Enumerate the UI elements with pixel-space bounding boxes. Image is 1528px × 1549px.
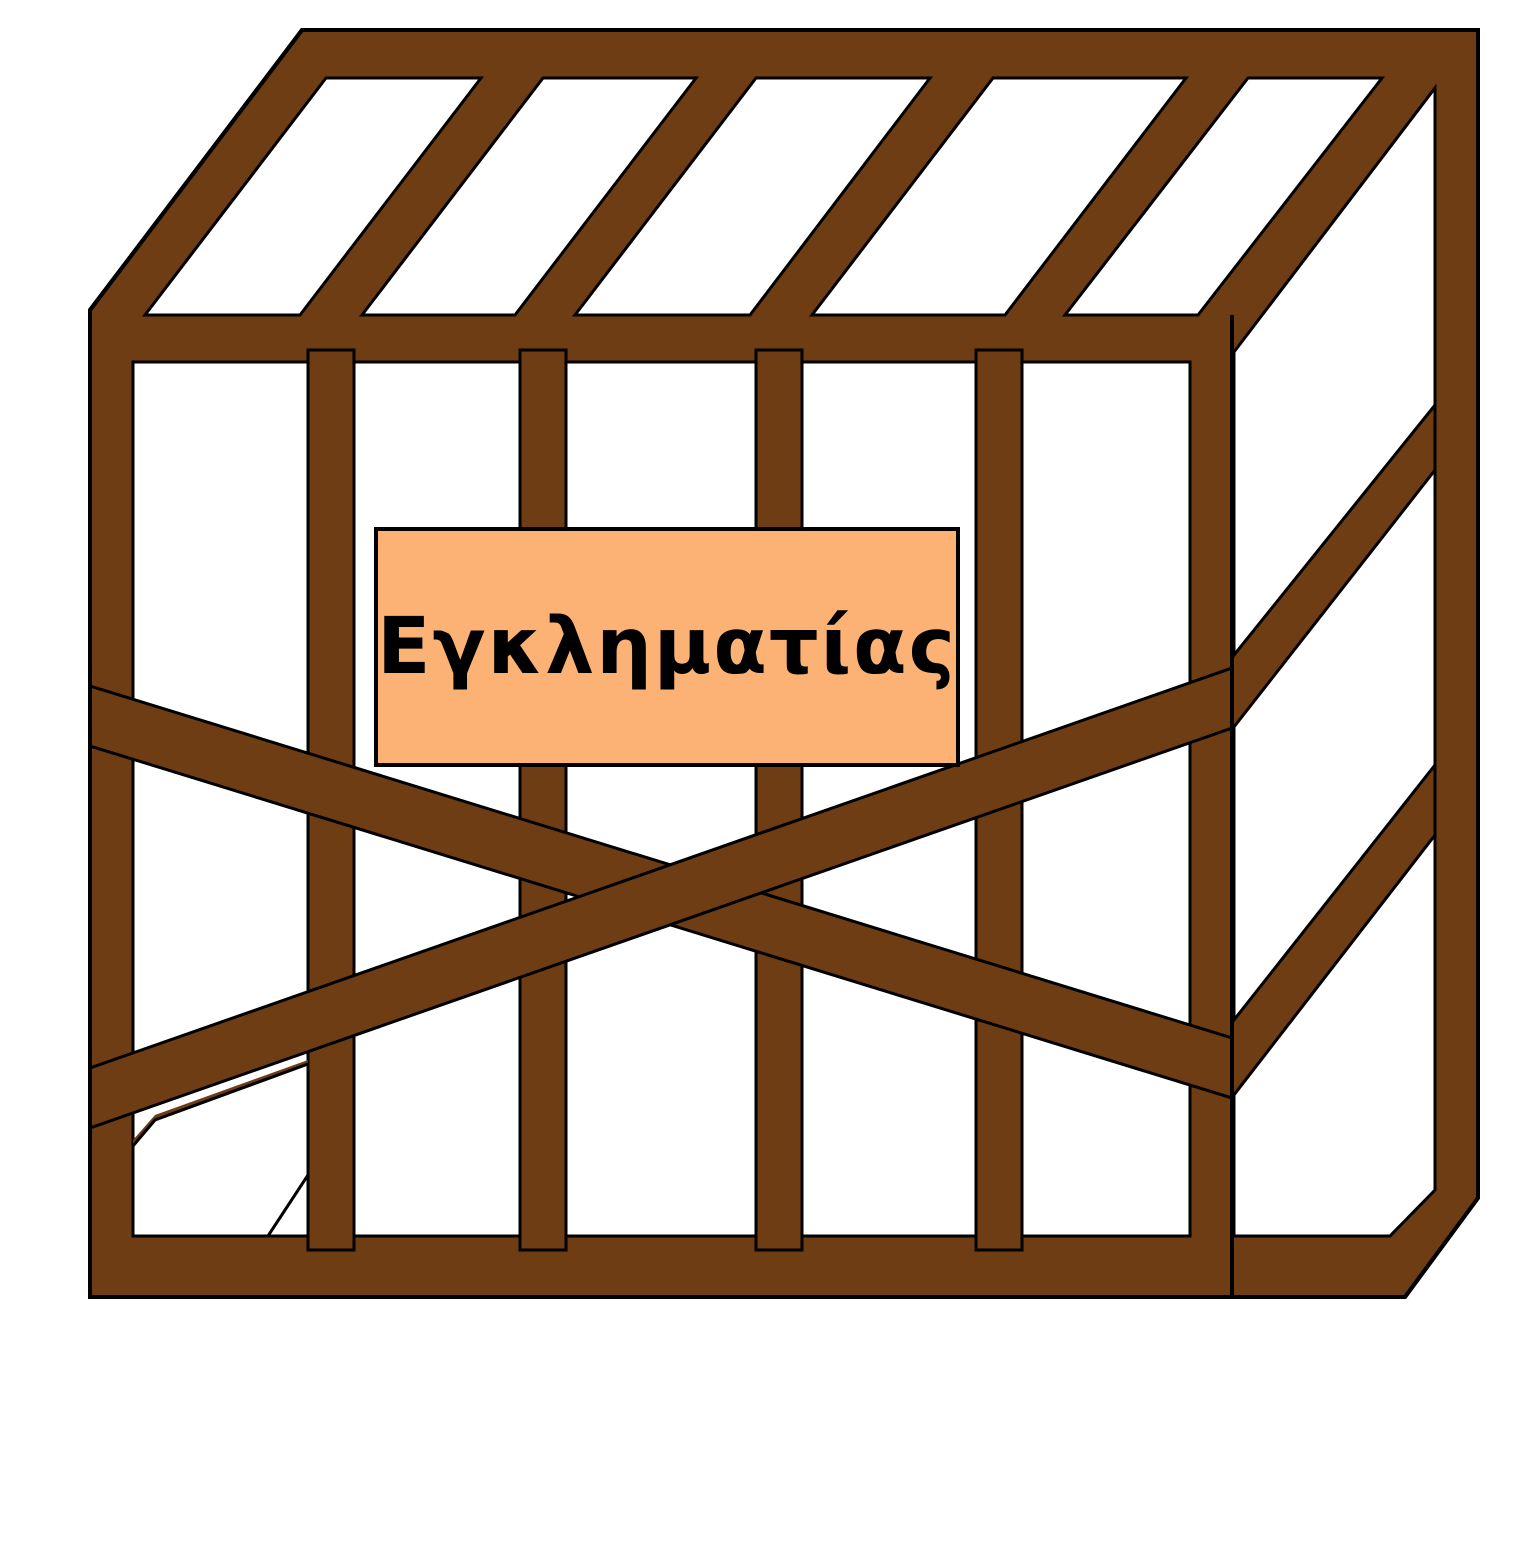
- cage-top-openings: [141, 76, 1386, 317]
- bar-corner-brace-gap: [131, 1061, 310, 1238]
- bar-vertical-3: [754, 348, 804, 1252]
- side-bar-1: [1230, 400, 1437, 737]
- bar-vertical-2: [518, 348, 568, 1252]
- prisoner-sign: Εγκληματίας: [374, 527, 960, 767]
- cage-side-bars: [1230, 400, 1437, 1105]
- cage-front-bars: [90, 348, 1232, 1252]
- side-bar-2: [1230, 760, 1437, 1105]
- bar-diagonal-up: [90, 665, 1232, 1131]
- sign-label: Εγκληματίας: [377, 602, 957, 692]
- cage-frame: [88, 28, 1480, 1299]
